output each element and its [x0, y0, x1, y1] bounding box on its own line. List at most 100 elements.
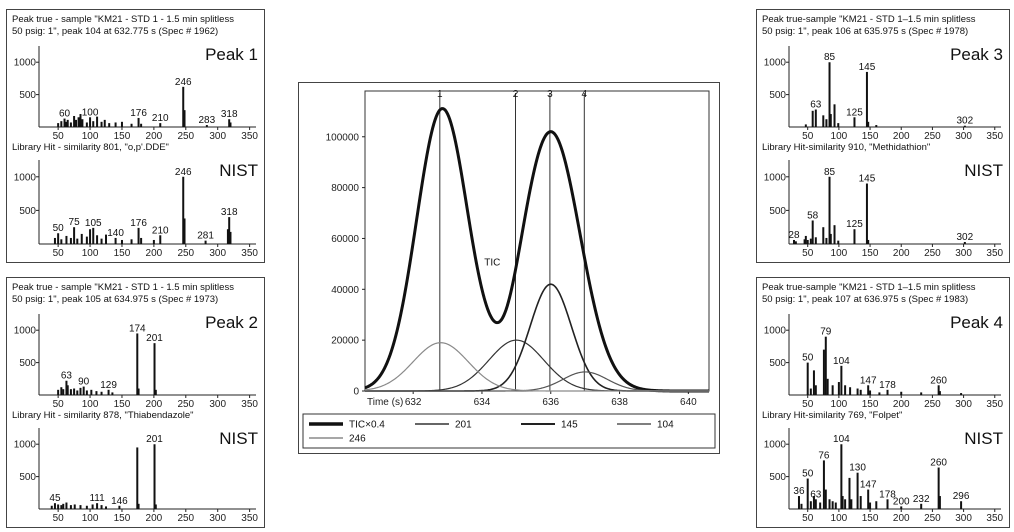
peak4-library-peak-label: 200	[893, 496, 910, 507]
peak3-library-x-tick-label: 300	[955, 248, 972, 259]
peak3-library-x-tick-label: 200	[893, 248, 910, 259]
peak2-library-peak-label: 201	[146, 434, 163, 445]
peak1-header-line2: 50 psig: 1", peak 104 at 632.775 s (Spec…	[12, 26, 218, 37]
peak1-sample-peak-label: 283	[199, 115, 216, 126]
peak4-library-x-tick-label: 350	[986, 513, 1003, 524]
peak1-library-y-tick-label: 500	[19, 206, 36, 217]
tic-y-tick-label: 60000	[331, 234, 359, 245]
peak4-library-peak-label: 130	[849, 463, 866, 474]
peak1-library-peak-label: 318	[221, 207, 238, 218]
peak4-library-peak-label: 36	[793, 486, 805, 497]
peak4-sample-peak-label: 79	[820, 327, 832, 338]
peak3-library-peak-label: 145	[859, 174, 876, 185]
peak2-sample-x-tick-label: 200	[146, 399, 163, 410]
tic-chart-panel: 0 20000 40000 60000 80000 100000 632 634 636 638 6…	[298, 82, 720, 454]
tic-x-tick-label: 632	[405, 397, 422, 408]
peak4-sample-y-tick-label: 500	[769, 358, 786, 369]
peak2-library-x-tick-label: 300	[209, 513, 226, 524]
tic-y-tick-label: 20000	[331, 336, 359, 347]
peak4-library-x-tick-label: 300	[955, 513, 972, 524]
peak4-sample-x-tick-label: 250	[924, 399, 941, 410]
peak3-sample-peak-label: 63	[810, 100, 822, 111]
peak1-library-x-tick-label: 100	[82, 248, 99, 259]
tic-series-line-1	[365, 339, 709, 392]
tic-x-tick-label: 634	[474, 397, 491, 408]
peak3-library-x-tick-label: 50	[802, 248, 814, 259]
peak3-library-peak-label: 302	[956, 232, 973, 243]
peak4-library-peak-label: 296	[953, 491, 970, 502]
spectrum-svg-peak3: Peak true-sample "KM21 - STD 1–1.5 min s…	[762, 14, 1004, 259]
peak4-top-tag: Peak 4	[950, 313, 1003, 332]
spectrum-svg-peak4: Peak true-sample "KM21 - STD 1–1.5 min s…	[762, 282, 1004, 524]
tic-series-line-0	[364, 107, 709, 393]
peak4-library-y-tick-label: 500	[769, 472, 786, 483]
peak1-sample-x-tick-label: 200	[146, 131, 163, 142]
peak1-sample-y-tick-label: 500	[19, 90, 36, 101]
peak4-library-x-tick-label: 250	[924, 513, 941, 524]
peak3-library-x-tick-label: 350	[986, 248, 1003, 259]
peak4-library-peak-label: 63	[810, 489, 822, 500]
peak4-library-peak-label: 178	[879, 489, 896, 500]
peak3-header-line2: 50 psig: 1", peak 106 at 635.975 s (Spec…	[762, 26, 968, 37]
peak4-library-peak-label: 50	[802, 469, 814, 480]
peak1-sample-x-tick-label: 250	[177, 131, 194, 142]
peak2-header-line2: 50 psig: 1", peak 105 at 634.975 s (Spec…	[12, 294, 218, 305]
peak4-sample-peak-label: 178	[879, 380, 896, 391]
peak4-library-peak-label: 104	[833, 434, 850, 445]
peak2-sample-y-tick-label: 500	[19, 358, 36, 369]
peak3-sample-peak-label: 302	[956, 116, 973, 127]
peak1-library-peak-label: 75	[69, 217, 81, 228]
peak2-sample-peak-label: 129	[100, 380, 117, 391]
peak1-library-peak-label: 281	[197, 231, 214, 242]
peak3-sample-x-tick-label: 250	[924, 131, 941, 142]
peak3-bottom-tag: NIST	[964, 161, 1003, 180]
peak1-sample-peak-label: 246	[175, 77, 192, 88]
peak1-sample-x-tick-label: 150	[114, 131, 131, 142]
peak1-sample-peak-label: 318	[221, 109, 238, 120]
peak4-header-line1: Peak true-sample "KM21 - STD 1–1.5 min s…	[762, 282, 976, 293]
peak4-library-x-tick-label: 200	[893, 513, 910, 524]
peak4-library-line: Library Hit-similarity 769, "Folpet"	[762, 410, 902, 421]
tic-y-tick-label: 0	[353, 387, 359, 398]
peak4-library-peak-label: 260	[930, 458, 947, 469]
peak3-library-peak-label: 58	[807, 210, 819, 221]
peak2-sample-x-tick-label: 300	[209, 399, 226, 410]
peak3-library-y-tick-label: 500	[769, 206, 786, 217]
peak2-library-y-tick-label: 500	[19, 472, 36, 483]
peak3-library-x-tick-label: 250	[924, 248, 941, 259]
peak1-sample-x-tick-label: 50	[53, 131, 65, 142]
tic-y-tick-label: 40000	[331, 285, 359, 296]
peak2-library-y-tick-label: 1000	[14, 440, 37, 451]
peak1-library-x-tick-label: 300	[209, 248, 226, 259]
peak2-sample-y-tick-label: 1000	[14, 326, 37, 337]
peak2-library-line: Library Hit - similarity 878, "Thiabenda…	[12, 410, 194, 421]
peak4-library-peak-label: 76	[818, 450, 830, 461]
peak4-sample-y-tick-label: 1000	[764, 326, 787, 337]
peak3-library-x-tick-label: 150	[862, 248, 879, 259]
peak4-sample-x-tick-label: 350	[986, 399, 1003, 410]
peak3-sample-x-tick-label: 350	[986, 131, 1003, 142]
peak4-library-peak-label: 232	[913, 494, 930, 505]
tic-y-tick-label: 80000	[331, 183, 359, 194]
peak1-sample-y-tick-label: 1000	[14, 58, 37, 69]
tic-x-tick-label: 636	[542, 397, 559, 408]
peak1-library-y-tick-label: 1000	[14, 172, 37, 183]
spectrum-svg-peak2: Peak true - sample "KM21 - STD 1 - 1.5 m…	[12, 282, 258, 524]
peak2-bottom-tag: NIST	[219, 429, 258, 448]
tic-legend-label: 246	[349, 434, 366, 445]
tic-series-line-3	[365, 371, 709, 392]
peak3-sample-peak-label: 85	[824, 52, 836, 63]
tic-x-axis-label: Time (s)	[367, 397, 403, 408]
peak2-sample-peak-label: 174	[129, 323, 146, 334]
peak1-library-peak-label: 50	[53, 223, 65, 234]
peak3-sample-x-tick-label: 100	[831, 131, 848, 142]
peak4-sample-peak-label: 147	[860, 375, 877, 386]
peak1-sample-peak-label: 60	[59, 109, 71, 120]
peak3-library-line: Library Hit-similarity 910, "Methidathio…	[762, 142, 930, 153]
peak4-library-x-tick-label: 50	[802, 513, 814, 524]
peak2-library-x-tick-label: 350	[241, 513, 258, 524]
peak1-sample-peak-label: 100	[82, 107, 99, 118]
peak1-library-x-tick-label: 350	[241, 248, 258, 259]
peak1-library-peak-label: 140	[107, 228, 124, 239]
peak2-library-x-tick-label: 250	[177, 513, 194, 524]
